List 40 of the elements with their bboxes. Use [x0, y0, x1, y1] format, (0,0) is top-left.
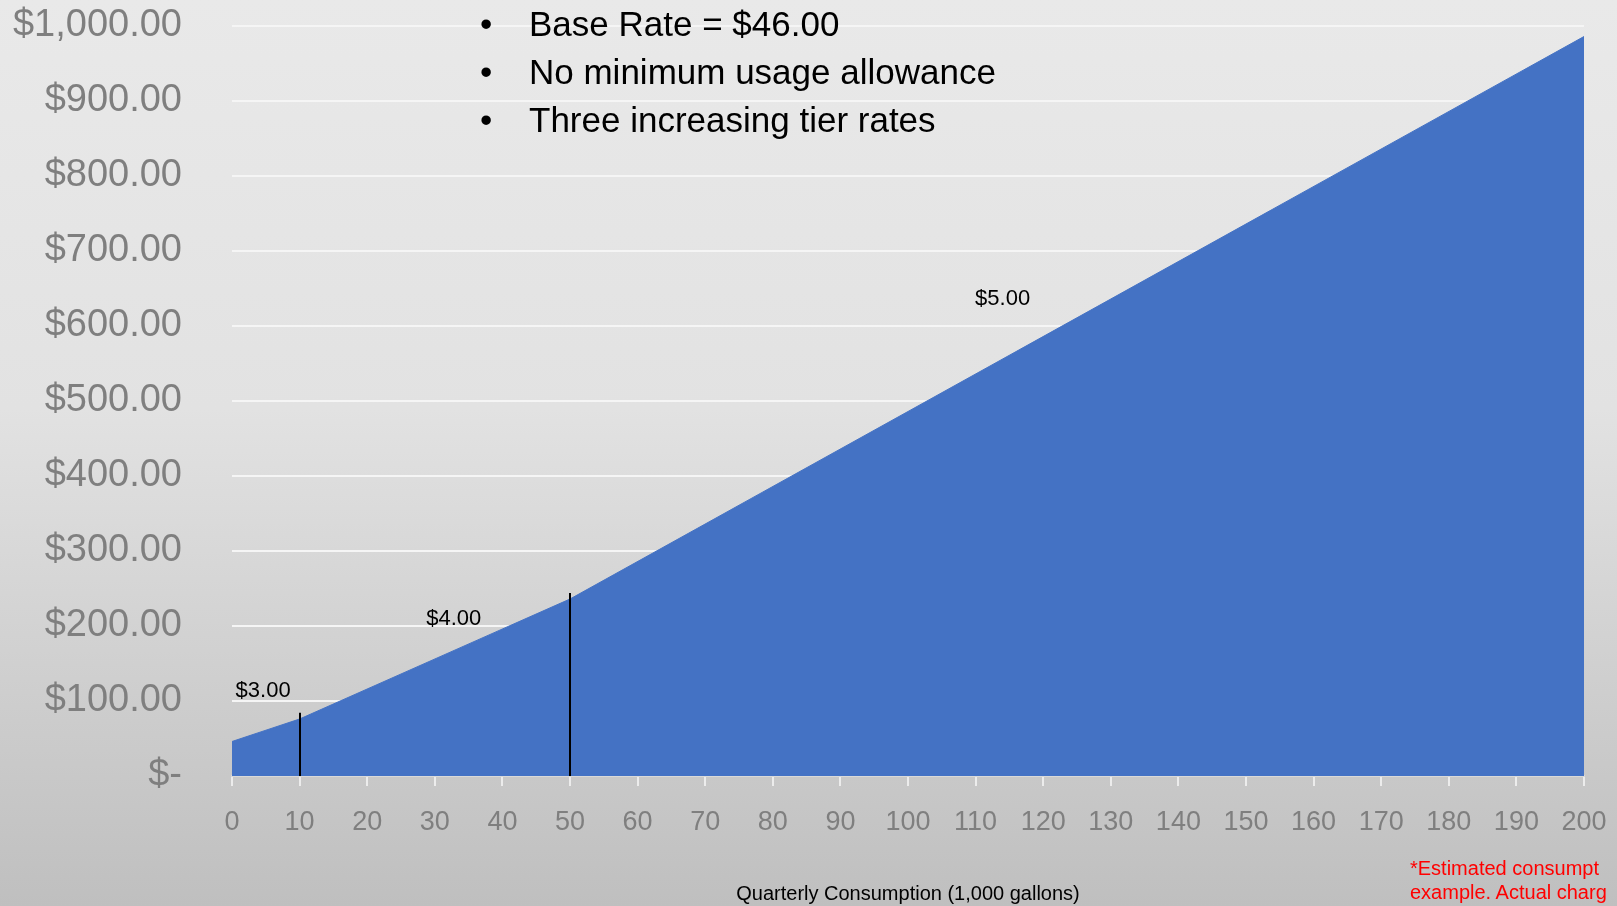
annotation: $4.00 [426, 605, 482, 631]
x-tick-label: 20 [352, 805, 383, 836]
annotation: $5.00 [975, 285, 1031, 311]
x-tick-label: 10 [284, 805, 315, 836]
y-tick-label: $1,000.00 [12, 2, 182, 45]
x-tick-label: 200 [1561, 805, 1607, 836]
x-tick-label: 170 [1358, 805, 1404, 836]
x-tick-label: 90 [825, 805, 856, 836]
x-tick-label: 150 [1223, 805, 1269, 836]
x-tick-label: 100 [885, 805, 931, 836]
x-tick-label: 60 [622, 805, 653, 836]
y-tick-label: $700.00 [44, 227, 182, 270]
x-tick-label: 130 [1088, 805, 1134, 836]
x-tick-label: 180 [1426, 805, 1472, 836]
x-tick-label: 40 [487, 805, 518, 836]
x-tick-label: 30 [419, 805, 450, 836]
annotation: $3.00 [235, 677, 291, 703]
y-tick-label: $- [148, 752, 182, 795]
x-tick-label: 110 [954, 805, 998, 836]
text: *Estimated consumpt example. Actual charg [1410, 856, 1607, 904]
y-tick-label: $100.00 [44, 677, 182, 720]
y-tick-label: $500.00 [44, 377, 182, 420]
y-tick-label: $600.00 [44, 302, 182, 345]
x-axis-title: Quarterly Consumption (1,000 gallons) [736, 881, 1080, 904]
annotation: • Three increasing tier rates [480, 99, 936, 141]
x-tick-label: 50 [554, 805, 586, 836]
x-tick-label: 160 [1291, 805, 1337, 836]
x-tick-label: 80 [757, 805, 788, 836]
y-tick-label: $300.00 [44, 527, 182, 570]
x-tick-label: 140 [1155, 805, 1201, 836]
x-tick-label: 190 [1493, 805, 1539, 836]
annotation: • No minimum usage allowance [480, 51, 996, 93]
y-tick-label: $900.00 [44, 77, 182, 120]
annotation: • Base Rate = $46.00 [480, 3, 840, 45]
y-tick-label: $800.00 [44, 152, 182, 195]
y-tick-label: $200.00 [44, 602, 182, 645]
x-tick-label: 0 [224, 805, 240, 836]
x-tick-label: 70 [690, 805, 721, 836]
y-tick-label: $400.00 [44, 452, 182, 495]
x-tick-label: 120 [1020, 805, 1066, 836]
